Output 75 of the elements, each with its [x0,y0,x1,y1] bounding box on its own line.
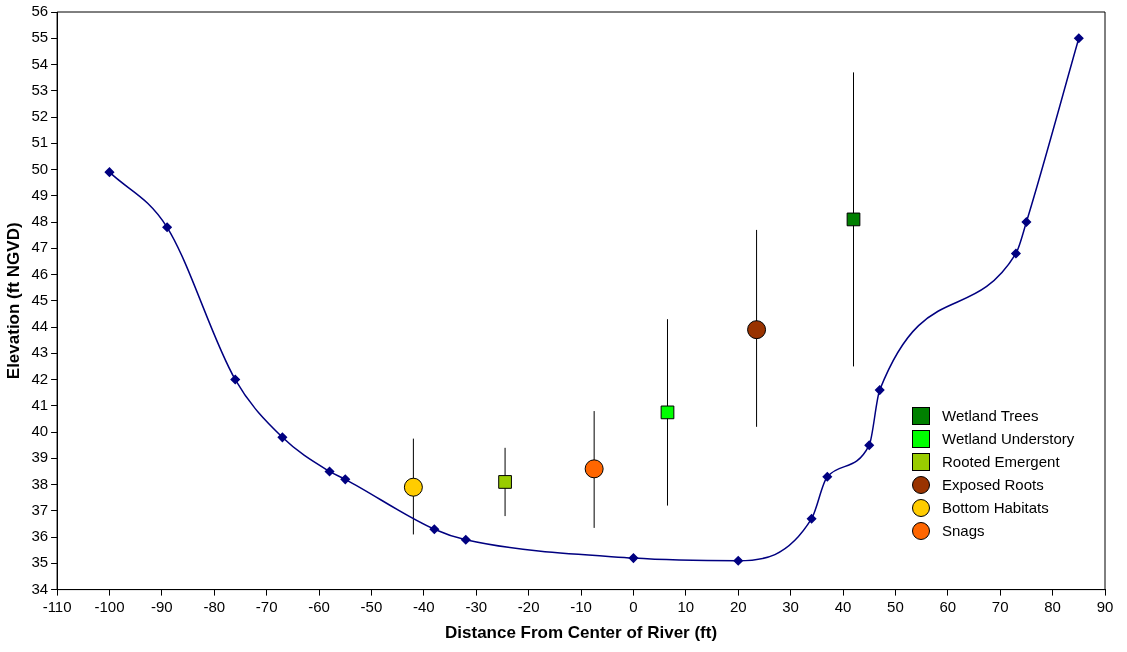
point [324,466,335,477]
x-tick-label: -10 [570,597,592,615]
y-tick-label: 54 [31,54,49,72]
y-tick-label: 49 [31,185,49,203]
y-tick-label: 55 [31,28,49,46]
y-tick-label: 44 [31,317,49,335]
y-tick-label: 36 [31,527,49,545]
legend-label: Bottom Habitats [942,499,1049,516]
y-tick-label: 34 [31,579,49,597]
x-tick-label: -110 [42,597,72,615]
x-tick-label: 70 [991,597,1009,615]
point [874,385,885,395]
x-tick-label: 50 [887,597,904,615]
point [584,459,604,479]
point [277,432,288,443]
point [1021,217,1032,227]
point [498,475,512,489]
point [1011,248,1021,259]
point [660,405,675,420]
point [162,222,172,233]
point [429,524,440,534]
x-tick-label: 40 [834,597,852,615]
point [628,553,639,563]
x-tick-label: 90 [1096,597,1114,615]
x-tick-label: 10 [677,597,695,615]
point [230,374,240,385]
y-tick-label: 39 [31,448,49,466]
point [846,212,861,227]
x-tick-label: 30 [782,597,799,615]
y-tick-label: 35 [31,553,49,571]
x-tick-label: 60 [939,597,957,615]
y-tick-label: 52 [31,107,49,125]
y-tick-label: 37 [31,500,49,518]
y-tick-label: 50 [31,159,49,177]
x-tick-label: -90 [151,597,173,615]
y-tick-label: 38 [31,474,49,492]
point [747,320,767,340]
legend-label: Rooted Emergent [942,453,1060,470]
point [864,440,874,450]
point [806,513,817,524]
y-tick-label: 47 [31,238,49,256]
x-tick-label: -80 [203,597,226,615]
x-tick-label: -100 [94,597,125,615]
point [403,477,423,497]
x-tick-label: 0 [629,597,638,615]
y-tick-label: 40 [31,422,49,440]
legend-label: Snags [942,522,985,539]
y-tick-label: 45 [31,290,49,308]
y-tick-label: 46 [31,264,49,282]
point [1074,33,1084,44]
x-tick-label: -30 [465,597,488,615]
x-tick-label: -40 [413,597,435,615]
x-tick-label: -60 [308,597,330,615]
y-axis-title: Elevation (ft NGVD) [3,222,23,380]
legend-label: Wetland Understory [942,430,1075,447]
point [822,471,833,482]
x-tick-label: -50 [360,597,383,615]
point [340,474,351,485]
y-tick-label: 42 [31,369,49,387]
x-tick-label: -70 [255,597,278,615]
point [461,534,471,545]
y-tick-label: 56 [31,2,49,20]
y-tick-label: 51 [31,133,49,151]
x-axis-title: Distance From Center of River (ft) [445,623,718,643]
x-tick-label: 80 [1044,597,1061,615]
point [733,555,743,566]
y-tick-label: 48 [31,212,49,230]
y-tick-label: 43 [31,343,49,361]
y-tick-label: 53 [31,80,49,98]
y-tick-label: 41 [31,395,49,413]
legend-label: Wetland Trees [942,407,1039,424]
legend-label: Exposed Roots [942,476,1044,493]
point [104,167,115,177]
x-tick-label: 20 [729,597,747,615]
x-tick-label: -20 [517,597,540,615]
